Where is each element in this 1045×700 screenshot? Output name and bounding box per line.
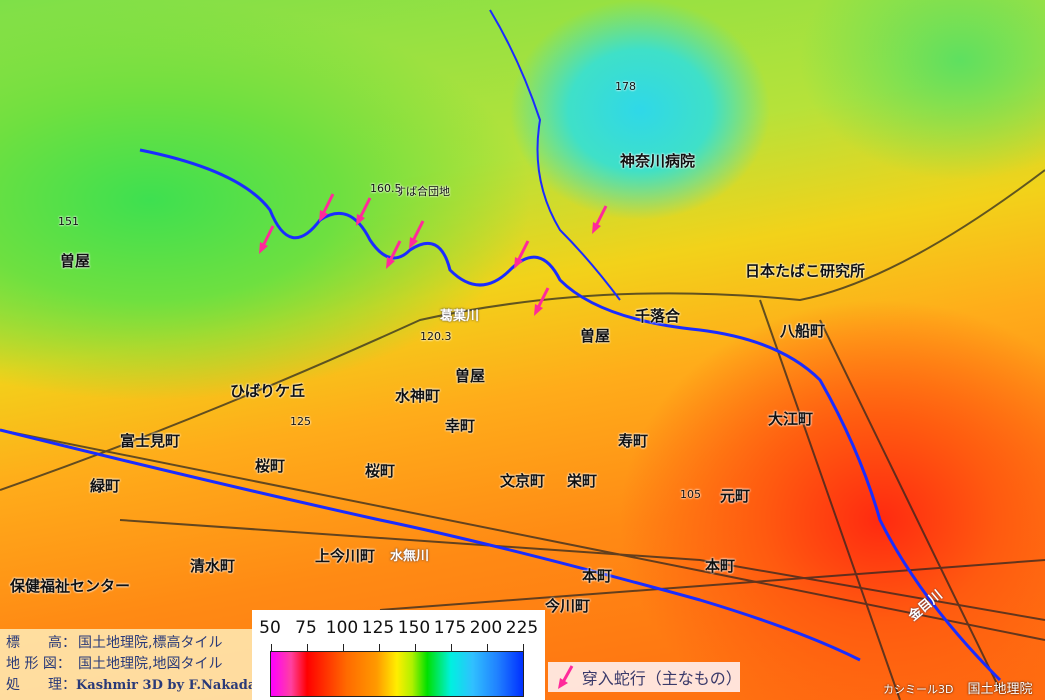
meander-arrow-icon <box>386 240 402 269</box>
map-label: 曽屋 <box>580 327 611 345</box>
legend-tick-label: 175 <box>433 618 467 638</box>
map-label: 桜町 <box>365 462 396 480</box>
legend-tick-label: 225 <box>505 618 539 638</box>
credit-key: 処 理： <box>6 677 76 693</box>
meander-arrow-icon <box>356 197 372 226</box>
legend-tick-label: 75 <box>295 618 317 638</box>
map-label: 葛菓川 <box>440 309 480 324</box>
meander-legend-label: 穿入蛇行（主なもの） <box>581 669 742 688</box>
map-label: 元町 <box>720 487 751 505</box>
credits-panel: 標 高： 国土地理院,標高タイル 地 形 図： 国土地理院,地図タイル 処 理： Ka… <box>0 629 256 700</box>
attribution: カシミール3D 国土地理院 <box>883 678 1032 697</box>
meander-arrow-icon <box>259 225 275 254</box>
map-label: 105 <box>680 488 701 501</box>
map-label: ひばりケ丘 <box>230 382 306 400</box>
credit-value: Kashmir 3D by F.Nakada <box>76 678 257 693</box>
credit-elevation: 標 高： 国土地理院,標高タイル <box>6 633 252 654</box>
map-label: 保健福祉センター <box>10 577 131 595</box>
meander-arrows <box>259 193 608 316</box>
software-credit: カシミール3D <box>883 683 954 696</box>
map-label: 151 <box>58 215 79 228</box>
source-credit: 国土地理院 <box>967 682 1033 697</box>
river-kuzuha <box>139 148 1002 682</box>
map-label: 清水町 <box>190 557 236 575</box>
map-label: 八船町 <box>780 322 826 340</box>
map-label: 富士見町 <box>120 432 181 450</box>
map-label: 曽屋 <box>455 367 486 385</box>
map-label: 水神町 <box>395 387 441 405</box>
legend-tick-labels: 50 75 100 125 150 175 200 225 <box>252 618 545 638</box>
map-label: 幸町 <box>445 417 476 435</box>
pink-arrow-icon <box>558 665 574 689</box>
map-label: 日本たばこ研究所 <box>745 262 866 280</box>
legend-tick <box>451 644 452 652</box>
map-label: 文京町 <box>500 472 546 490</box>
map-label: すば合団地 <box>395 185 450 198</box>
credit-value: 国土地理院,地図タイル <box>78 656 223 672</box>
credit-processing: 処 理： Kashmir 3D by F.Nakada <box>6 675 256 696</box>
map-label: 曽屋 <box>60 252 91 270</box>
credit-value: 国土地理院,標高タイル <box>78 635 223 651</box>
credit-key: 地 形 図： <box>6 656 71 672</box>
legend-tick <box>343 644 344 652</box>
legend-tick-label: 200 <box>469 618 503 638</box>
credit-topomap: 地 形 図： 国土地理院,地図タイル <box>6 654 252 675</box>
legend-tick-label: 125 <box>361 618 395 638</box>
map-label: 神奈川病院 <box>620 152 696 170</box>
map-label: 120.3 <box>420 330 452 343</box>
map-label: 178 <box>615 80 636 93</box>
meander-arrow-icon <box>514 240 530 269</box>
map-label: 160.5 <box>370 182 402 195</box>
meander-arrow-icon <box>592 205 608 234</box>
map-label: 水無川 <box>390 549 430 564</box>
credit-key: 標 高： <box>6 635 76 651</box>
legend-tick <box>307 644 308 652</box>
map-label: 本町 <box>705 557 736 575</box>
map-label: 125 <box>290 415 311 428</box>
river-upper <box>489 9 621 301</box>
legend-tick <box>523 644 524 652</box>
legend-color-bar <box>270 644 524 697</box>
map-label: 緑町 <box>90 477 121 495</box>
meander-arrow-icon <box>409 220 425 249</box>
meander-arrow-icon <box>319 193 335 222</box>
map-label: 大江町 <box>768 410 814 428</box>
legend-tick <box>379 644 380 652</box>
roads <box>0 169 1045 700</box>
legend-tick <box>415 644 416 652</box>
elevation-legend: 50 75 100 125 150 175 200 225 <box>252 610 545 700</box>
river-minase <box>0 428 861 662</box>
map-label: 桜町 <box>255 457 286 475</box>
meander-legend: 穿入蛇行（主なもの） <box>548 662 742 692</box>
map-label: 今川町 <box>545 597 591 615</box>
meander-arrow-icon <box>534 287 550 316</box>
map-label: 上今川町 <box>315 547 376 565</box>
map-label: 寿町 <box>618 432 649 450</box>
legend-tick-label: 50 <box>259 618 281 638</box>
legend-tick <box>271 644 272 652</box>
legend-tick <box>487 644 488 652</box>
legend-tick-label: 100 <box>325 618 359 638</box>
map-label: 栄町 <box>567 472 598 490</box>
legend-tick-label: 150 <box>397 618 431 638</box>
map-label: 本町 <box>582 567 613 585</box>
map-label: 千落合 <box>635 307 681 325</box>
